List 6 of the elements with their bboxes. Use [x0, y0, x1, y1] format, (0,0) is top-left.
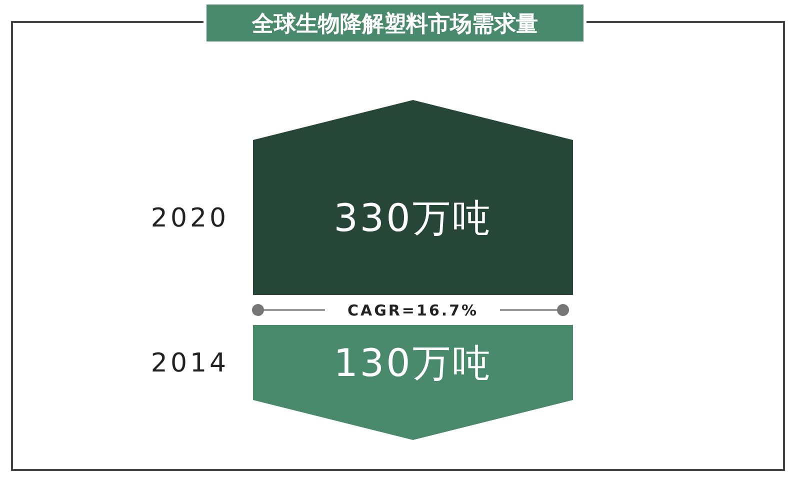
- text: CAGR=16.7%: [347, 301, 479, 320]
- text: 全球生物降解塑料市场需求量: [251, 10, 538, 37]
- data-label: 130万吨: [334, 340, 492, 385]
- data-label: 330万吨: [334, 196, 492, 240]
- category-label: 2020: [150, 204, 230, 234]
- category-label: 2014: [150, 348, 230, 379]
